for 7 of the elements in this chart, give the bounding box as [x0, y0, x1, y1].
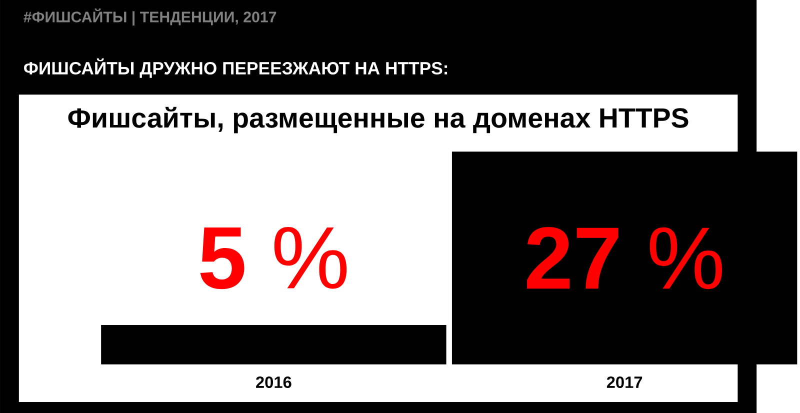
- chart-title: ФИШСАЙТЫ ДРУЖНО ПЕРЕЕЗЖАЮТ НА HTTPS:: [24, 58, 448, 78]
- data-label: 5 %: [200, 226, 347, 289]
- x-tick-label: 2017: [606, 376, 642, 388]
- x-tick-label: 2016: [256, 376, 292, 388]
- text: #ФИШСАЙТЫ | ТЕНДЕНЦИИ, 2017: [24, 8, 276, 26]
- chart-subtitle: Фишсайты, размещенные на доменах HTTPS: [68, 106, 688, 134]
- data-label: 27 %: [527, 226, 722, 289]
